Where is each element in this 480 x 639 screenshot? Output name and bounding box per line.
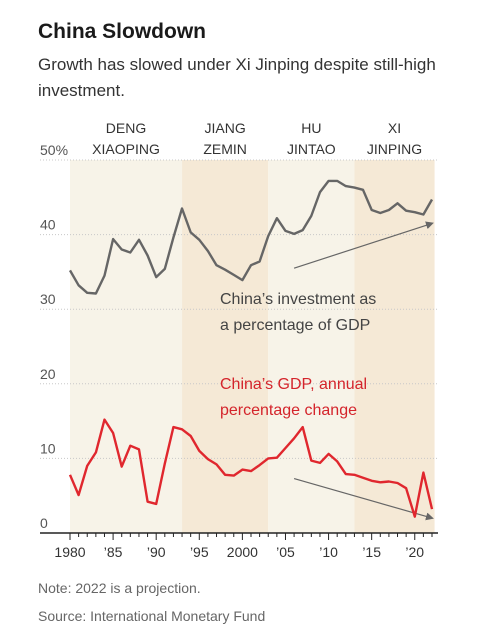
era-band-2 xyxy=(268,160,355,533)
era-band-1 xyxy=(182,160,269,533)
x-tick-label: ’90 xyxy=(147,544,166,560)
gdp-series-label: China’s GDP, annual xyxy=(220,376,367,393)
investment-series-line xyxy=(68,179,434,295)
era-label: JIANG xyxy=(205,120,246,136)
era-label: JINPING xyxy=(367,141,422,157)
y-tick-label: 20 xyxy=(40,366,56,382)
x-tick-label: ’10 xyxy=(319,544,338,560)
era-band-0 xyxy=(70,160,183,533)
x-tick-label: ’95 xyxy=(190,544,209,560)
x-tick-label: ’15 xyxy=(362,544,381,560)
era-label: XI xyxy=(388,120,401,136)
era-label: JINTAO xyxy=(287,141,336,157)
era-band-3 xyxy=(354,160,435,533)
chart-title: China Slowdown xyxy=(38,20,206,43)
x-tick-label: 1980 xyxy=(54,544,85,560)
gdp-growth-series-line xyxy=(68,418,434,518)
y-tick-label: 30 xyxy=(40,291,56,307)
y-tick-label: 40 xyxy=(40,217,56,233)
era-label: DENG xyxy=(106,120,146,136)
trend-arrow-0 xyxy=(293,221,434,269)
investment-series-label: China’s investment as xyxy=(220,291,376,308)
x-tick-label: ’20 xyxy=(405,544,424,560)
chart-note: Note: 2022 is a projection. xyxy=(38,580,201,596)
x-tick-label: ’05 xyxy=(276,544,295,560)
era-label: HU xyxy=(301,120,321,136)
x-tick-label: ’85 xyxy=(104,544,123,560)
investment-series-label: a percentage of GDP xyxy=(220,317,370,334)
y-tick-label: 0 xyxy=(40,515,48,531)
y-tick-label: 50% xyxy=(40,142,68,158)
x-tick-label: 2000 xyxy=(227,544,258,560)
era-label: XIAOPING xyxy=(92,141,160,157)
era-label: ZEMIN xyxy=(203,141,247,157)
chart-subtitle: Growth has slowed under Xi Jinping despi… xyxy=(38,55,436,100)
y-tick-label: 10 xyxy=(40,440,56,456)
line-chart: 50% 40 30 20 10 0 DENG XIAOPING JIANG ZEMIN HU JINT… xyxy=(40,120,438,560)
gdp-series-label: percentage change xyxy=(220,402,357,419)
chart-source: Source: International Monetary Fund xyxy=(38,608,266,624)
trend-arrow-1 xyxy=(293,477,434,521)
